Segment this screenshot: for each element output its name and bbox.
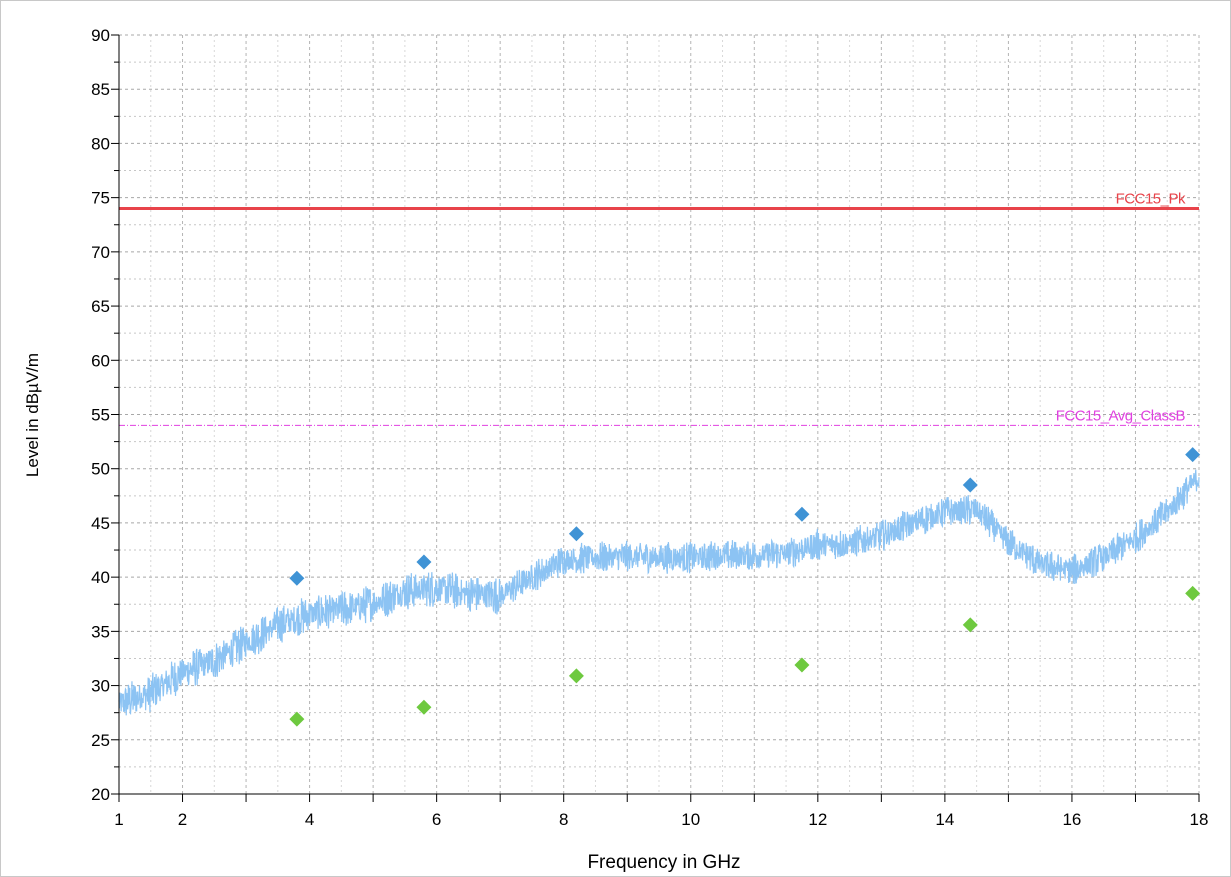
- y-tick-label: 80: [91, 134, 110, 153]
- average-marker: [416, 699, 432, 715]
- x-tick-label: 6: [432, 810, 441, 829]
- y-tick-label: 75: [91, 189, 110, 208]
- average-marker: [568, 668, 584, 684]
- peak-marker: [416, 554, 432, 570]
- x-tick-label: 16: [1062, 810, 1081, 829]
- y-tick-label: 30: [91, 677, 110, 696]
- trace-line: [118, 469, 1200, 716]
- limit-label-FCC15_Avg_ClassB: FCC15_Avg_ClassB: [1056, 407, 1186, 424]
- markers: [289, 447, 1201, 727]
- x-tick-label: 18: [1190, 810, 1209, 829]
- y-tick-label: 45: [91, 514, 110, 533]
- x-tick-label: 1: [114, 810, 123, 829]
- y-axis-label: Level in dBµV/m: [23, 353, 42, 477]
- y-tick-label: 70: [91, 243, 110, 262]
- measurement-trace: [118, 469, 1200, 716]
- y-tick-label: 60: [91, 351, 110, 370]
- y-tick-label: 90: [91, 26, 110, 45]
- x-tick-label: 8: [559, 810, 568, 829]
- peak-marker: [962, 477, 978, 493]
- grid-minor: [119, 35, 1199, 794]
- y-tick-label: 20: [91, 785, 110, 804]
- x-axis-label: Frequency in GHz: [587, 852, 740, 873]
- axes: [111, 34, 1200, 802]
- x-tick-label: 10: [681, 810, 700, 829]
- y-tick-label: 35: [91, 622, 110, 641]
- x-tick-label: 2: [178, 810, 187, 829]
- average-marker: [1185, 585, 1201, 601]
- average-marker: [289, 711, 305, 727]
- x-tick-label: 12: [808, 810, 827, 829]
- peak-marker: [794, 506, 810, 522]
- y-tick-label: 25: [91, 731, 110, 750]
- y-tick-label: 85: [91, 80, 110, 99]
- y-tick-label: 55: [91, 406, 110, 425]
- peak-marker: [568, 526, 584, 542]
- y-tick-label: 40: [91, 568, 110, 587]
- peak-marker: [289, 570, 305, 586]
- limit-label-FCC15_Pk: FCC15_Pk: [1116, 190, 1186, 207]
- peak-marker: [1185, 447, 1201, 463]
- limit-lines: FCC15_Pk FCC15_Avg_ClassB: [119, 190, 1199, 426]
- y-tick-label: 50: [91, 460, 110, 479]
- average-marker: [962, 617, 978, 633]
- x-tick-label: 14: [935, 810, 954, 829]
- average-marker: [794, 657, 810, 673]
- x-tick-label: 4: [305, 810, 314, 829]
- y-tick-label: 65: [91, 297, 110, 316]
